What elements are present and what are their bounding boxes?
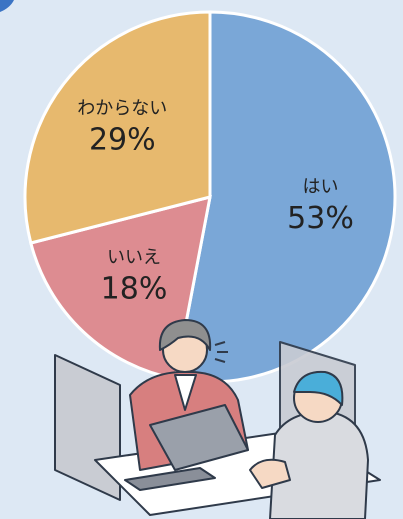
- slice-label: わからない: [77, 98, 167, 119]
- value-label: 29%: [89, 122, 156, 157]
- slice-label: はい: [303, 176, 339, 197]
- value-label: 18%: [101, 271, 168, 306]
- slice-label: いいえ: [107, 247, 161, 268]
- chart: はい 53% いいえ 18% わからない 29%: [0, 0, 403, 519]
- pie: はい 53% いいえ 18% わからない 29%: [25, 12, 395, 382]
- value-label: 53%: [287, 201, 354, 236]
